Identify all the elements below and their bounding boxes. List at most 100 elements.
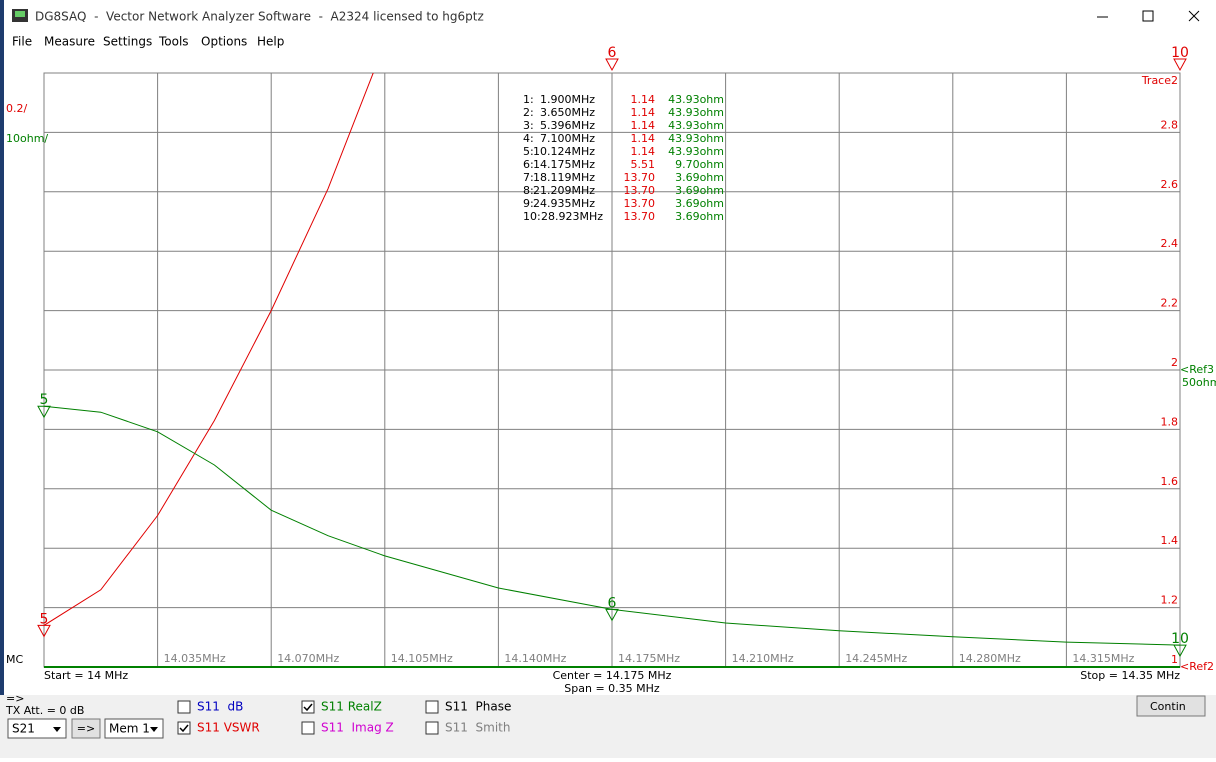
marker-realz: 43.93ohm bbox=[668, 106, 724, 119]
option-checkbox[interactable] bbox=[425, 721, 439, 735]
marker-realz: 3.69ohm bbox=[675, 197, 724, 210]
marker-freq: 1.900MHz bbox=[540, 93, 595, 106]
marker-number: 9: bbox=[523, 197, 534, 210]
marker-triangle bbox=[37, 624, 51, 638]
close-button[interactable] bbox=[1188, 10, 1200, 22]
plot-canvas bbox=[4, 52, 1216, 695]
window-title: DG8SAQ - Vector Network Analyzer Softwar… bbox=[35, 10, 484, 24]
maximize-button[interactable] bbox=[1142, 10, 1154, 22]
swap-button[interactable] bbox=[71, 718, 101, 739]
marker-vswr: 1.14 bbox=[631, 119, 656, 132]
trace-label: Trace2 bbox=[1141, 74, 1178, 87]
marker-freq: 24.935MHz bbox=[533, 197, 595, 210]
marker-triangle bbox=[605, 58, 619, 72]
marker-triangle bbox=[1173, 58, 1187, 72]
marker-realz: 3.69ohm bbox=[675, 184, 724, 197]
marker-freq: 7.100MHz bbox=[540, 132, 595, 145]
y-tick-label: 1.8 bbox=[1161, 415, 1179, 428]
marker-vswr: 1.14 bbox=[631, 132, 656, 145]
option-checkbox-label: S11 dB bbox=[197, 700, 243, 714]
x-tick-label: 14.105MHz bbox=[391, 652, 453, 665]
marker-label: 5 bbox=[40, 611, 49, 627]
center-label: Center = 14.175 MHz bbox=[553, 669, 672, 682]
option-checkbox-label: S11 Smith bbox=[445, 721, 510, 735]
start-label: Start = 14 MHz bbox=[44, 669, 128, 682]
marker-label: 6 bbox=[608, 595, 617, 611]
menu-item[interactable]: Options bbox=[201, 35, 247, 49]
continuous-button[interactable] bbox=[1136, 695, 1206, 717]
marker-number: 3: bbox=[523, 119, 534, 132]
y-tick-label: 2.6 bbox=[1161, 178, 1179, 191]
marker-realz: 43.93ohm bbox=[668, 132, 724, 145]
menu-item[interactable]: Help bbox=[257, 35, 284, 49]
plot-series bbox=[44, 73, 1180, 646]
realz-checkbox[interactable] bbox=[301, 700, 315, 714]
x-tick-label: 14.280MHz bbox=[959, 652, 1021, 665]
marker-vswr: 1.14 bbox=[631, 106, 656, 119]
trace-line bbox=[44, 73, 374, 626]
swap-button-text: => bbox=[77, 722, 95, 735]
marker-number: 8: bbox=[523, 184, 534, 197]
marker-realz: 43.93ohm bbox=[668, 145, 724, 158]
marker-realz: 3.69ohm bbox=[675, 171, 724, 184]
tx-att-label: TX Att. = 0 dB bbox=[5, 704, 84, 717]
vswr-checkbox-label: S11 VSWR bbox=[197, 721, 260, 735]
option-checkbox[interactable] bbox=[425, 700, 439, 714]
option-checkbox[interactable] bbox=[301, 721, 315, 735]
marker-triangle bbox=[1173, 644, 1187, 658]
span-label: Span = 0.35 MHz bbox=[564, 682, 660, 695]
marker-triangle bbox=[605, 608, 619, 622]
scale-label: 0.2/ bbox=[6, 102, 27, 115]
option-checkbox[interactable] bbox=[177, 700, 191, 714]
marker-triangle bbox=[37, 405, 51, 419]
marker-freq: 3.650MHz bbox=[540, 106, 595, 119]
marker-label: 10 bbox=[1171, 45, 1189, 61]
y-tick-label: 1.6 bbox=[1161, 475, 1179, 488]
y-tick-label: 2 bbox=[1171, 356, 1178, 369]
menu-item[interactable]: Settings bbox=[103, 35, 152, 49]
marker-vswr: 13.70 bbox=[624, 210, 656, 223]
marker-freq: 21.209MHz bbox=[533, 184, 595, 197]
x-tick-label: 14.315MHz bbox=[1072, 652, 1134, 665]
marker-realz: 43.93ohm bbox=[668, 93, 724, 106]
control-panel bbox=[0, 695, 1216, 758]
continuous-text: Contin bbox=[1150, 700, 1186, 713]
menu-item[interactable]: File bbox=[12, 35, 32, 49]
y-tick-label: 1 bbox=[1171, 653, 1178, 666]
vswr-checkbox[interactable] bbox=[177, 721, 191, 735]
port-select-text: S21 bbox=[12, 722, 35, 736]
marker-vswr: 5.51 bbox=[631, 158, 656, 171]
marker-freq: 14.175MHz bbox=[533, 158, 595, 171]
marker-number: 7: bbox=[523, 171, 534, 184]
marker-label: 6 bbox=[608, 45, 617, 61]
port-select[interactable] bbox=[7, 718, 67, 739]
y-tick-label: 2.8 bbox=[1161, 118, 1179, 131]
app-icon-screen bbox=[15, 11, 25, 17]
mc-label: MC bbox=[6, 653, 23, 666]
marker-realz: 43.93ohm bbox=[668, 119, 724, 132]
trace-line bbox=[44, 405, 1180, 646]
menu-item[interactable]: Measure bbox=[44, 35, 95, 49]
marker-number: 2: bbox=[523, 106, 534, 119]
y-tick-label: 2.4 bbox=[1161, 237, 1179, 250]
x-tick-label: 14.035MHz bbox=[164, 652, 226, 665]
marker-vswr: 13.70 bbox=[624, 197, 656, 210]
marker-vswr: 1.14 bbox=[631, 145, 656, 158]
mem-select[interactable] bbox=[104, 718, 164, 739]
marker-freq: 18.119MHz bbox=[533, 171, 595, 184]
x-tick-label: 14.140MHz bbox=[504, 652, 566, 665]
marker-realz: 3.69ohm bbox=[675, 210, 724, 223]
vswr-checkbox-check bbox=[179, 724, 189, 733]
scale-label: 10ohm/ bbox=[6, 132, 48, 145]
x-tick-label: 14.070MHz bbox=[277, 652, 339, 665]
option-checkbox-label: S11 Imag Z bbox=[321, 721, 394, 735]
y-tick-label: 1.2 bbox=[1161, 594, 1179, 607]
marker-freq: 10.124MHz bbox=[533, 145, 595, 158]
menu-item[interactable]: Tools bbox=[158, 35, 189, 49]
marker-vswr: 13.70 bbox=[624, 171, 656, 184]
y-tick-label: 1.4 bbox=[1161, 534, 1179, 547]
realz-checkbox-check bbox=[303, 703, 313, 712]
marker-label: 10 bbox=[1171, 631, 1189, 647]
